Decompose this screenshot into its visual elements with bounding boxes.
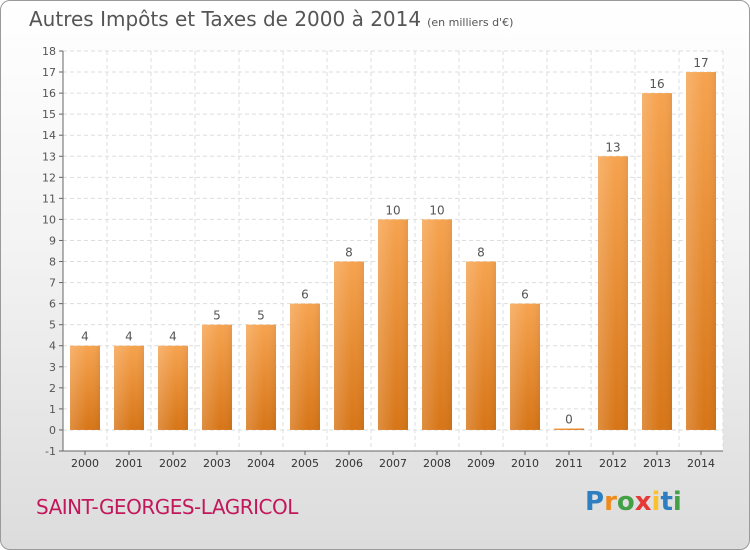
bar-value-label: 8: [345, 246, 353, 260]
x-tick-label: 2010: [511, 457, 539, 470]
y-tick-label: -1: [45, 445, 56, 458]
bar-value-label: 0: [565, 412, 573, 426]
x-tick-label: 2001: [115, 457, 143, 470]
bar-value-label: 6: [521, 288, 529, 302]
y-tick-label: 15: [42, 108, 56, 121]
x-tick-label: 2013: [643, 457, 671, 470]
y-tick-label: 10: [42, 213, 56, 226]
y-tick-label: 16: [42, 87, 56, 100]
x-tick-label: 2005: [291, 457, 319, 470]
y-tick-label: 12: [42, 171, 56, 184]
bar-shade: [642, 93, 672, 430]
proxiti-logo: Proxiti: [585, 487, 682, 517]
x-tick-label: 2008: [423, 457, 451, 470]
x-tick-label: 2004: [247, 457, 275, 470]
logo-letter: x: [634, 487, 652, 517]
bar-shade: [290, 303, 320, 430]
bar-value-label: 16: [649, 77, 664, 91]
bar-shade: [378, 219, 408, 430]
y-tick-label: 0: [49, 424, 56, 437]
logo-letter: P: [585, 487, 605, 517]
chart-unit: (en milliers d'€): [427, 16, 514, 29]
y-tick-label: 9: [49, 234, 56, 247]
bar-shade: [70, 345, 100, 430]
y-tick-label: 13: [42, 150, 56, 163]
bar-value-label: 13: [605, 140, 620, 154]
bar-shade: [422, 219, 452, 430]
bar-value-label: 8: [477, 246, 485, 260]
y-tick-label: 7: [49, 277, 56, 290]
y-tick-label: 8: [49, 256, 56, 269]
logo-letter: i: [672, 487, 682, 517]
x-tick-label: 2000: [71, 457, 99, 470]
bar-shade: [202, 324, 232, 430]
bar-shade: [158, 345, 188, 430]
y-tick-label: 2: [49, 382, 56, 395]
y-tick-label: 5: [49, 319, 56, 332]
x-tick-label: 2014: [687, 457, 715, 470]
bar-value-label: 5: [213, 309, 221, 323]
bar-shade: [334, 261, 364, 430]
logo-letter: i: [651, 487, 661, 517]
x-tick-label: 2006: [335, 457, 363, 470]
bar-value-label: 4: [169, 330, 177, 344]
bar-value-label: 5: [257, 309, 265, 323]
x-tick-label: 2007: [379, 457, 407, 470]
x-tick-label: 2011: [555, 457, 583, 470]
y-tick-label: 14: [42, 129, 56, 142]
bar-value-label: 17: [693, 56, 708, 70]
bar-value-label: 4: [81, 330, 89, 344]
bar-value-label: 4: [125, 330, 133, 344]
y-tick-label: 17: [42, 66, 56, 79]
x-tick-label: 2012: [599, 457, 627, 470]
bar-shade: [466, 261, 496, 430]
y-tick-label: 3: [49, 361, 56, 374]
y-tick-label: 11: [42, 192, 56, 205]
y-tick-label: 18: [42, 45, 56, 58]
logo-letter: t: [660, 487, 673, 517]
bar-shade: [114, 345, 144, 430]
commune-name: SAINT-GEORGES-LAGRICOL: [36, 495, 298, 519]
y-tick-label: 1: [49, 403, 56, 416]
bar-shade: [554, 428, 584, 430]
y-tick-label: 6: [49, 298, 56, 311]
bar-value-label: 10: [429, 203, 444, 217]
y-tick-label: 4: [49, 340, 56, 353]
x-tick-label: 2009: [467, 457, 495, 470]
logo-letter: o: [616, 487, 635, 517]
bar-shade: [246, 324, 276, 430]
bar-shade: [686, 72, 716, 430]
chart-title: Autres Impôts et Taxes de 2000 à 2014 (en…: [29, 7, 513, 31]
bar-value-label: 6: [301, 288, 309, 302]
x-tick-label: 2002: [159, 457, 187, 470]
logo-letter: r: [604, 487, 617, 517]
chart-title-text: Autres Impôts et Taxes de 2000 à 2014: [29, 7, 422, 31]
bar-shade: [510, 303, 540, 430]
x-tick-label: 2003: [203, 457, 231, 470]
bar-shade: [598, 156, 628, 430]
bar-value-label: 10: [385, 203, 400, 217]
